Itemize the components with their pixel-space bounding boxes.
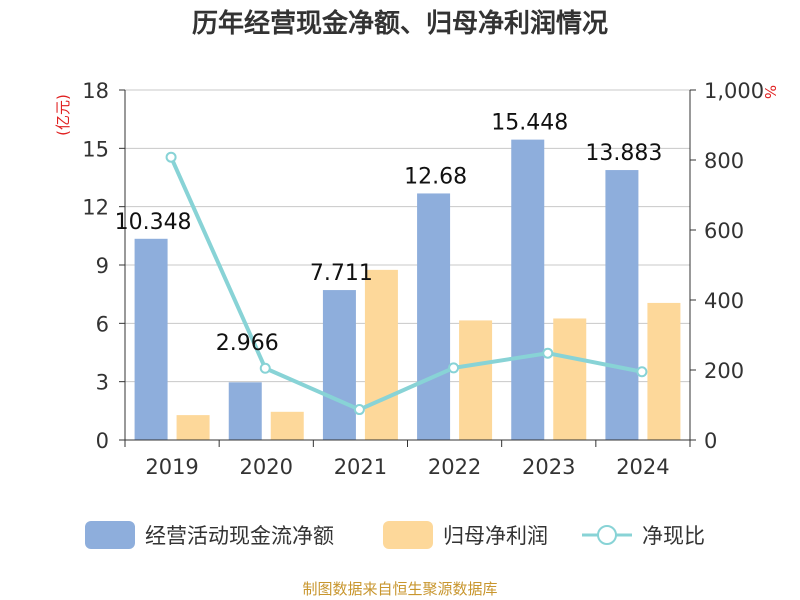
legend-label-profit: 归母净利润 <box>443 524 548 548</box>
legend-marker-ratio <box>597 525 617 545</box>
right-tick-label: 200 <box>704 359 744 383</box>
bar-0-1 <box>228 382 262 440</box>
ratio-point-3 <box>448 362 460 374</box>
data-labels: 10.348 2.966 7.711 12.68 15.448 13.883 <box>115 111 663 356</box>
bar-1-1 <box>270 411 304 440</box>
bar-0-0 <box>134 238 168 440</box>
right-tick-label: 600 <box>704 219 744 243</box>
left-tick-label: 6 <box>96 312 109 336</box>
bar-0-3 <box>417 193 451 440</box>
left-tick-label: 18 <box>82 79 109 103</box>
left-axis-unit: (亿元) <box>54 94 72 136</box>
chart-title: 历年经营现金净额、归母净利润情况 <box>192 8 608 39</box>
right-tick-label: 400 <box>704 289 744 313</box>
x-tick-label: 2019 <box>145 455 198 479</box>
bar-1-5 <box>647 302 681 440</box>
right-tick-label: 800 <box>704 149 744 173</box>
bar-0-5 <box>605 170 639 440</box>
legend-swatch-profit <box>383 521 433 549</box>
right-axis-unit: % <box>761 85 779 99</box>
bar-0-2 <box>322 290 356 440</box>
x-tick-label: 2020 <box>240 455 293 479</box>
x-tick-label: 2021 <box>334 455 387 479</box>
bar-1-2 <box>364 269 398 440</box>
source-note: 制图数据来自恒生聚源数据库 <box>302 580 497 598</box>
left-tick-label: 0 <box>96 429 109 453</box>
bar-value-label: 12.68 <box>404 164 467 189</box>
bar-value-label: 13.883 <box>585 141 662 166</box>
legend-swatch-cashflow <box>85 521 135 549</box>
left-tick-label: 3 <box>96 371 109 395</box>
bar-value-label: 10.348 <box>115 210 192 235</box>
ratio-point-1 <box>259 362 271 374</box>
bar-0-4 <box>511 139 545 440</box>
left-tick-label: 15 <box>82 137 109 161</box>
x-tick-label: 2023 <box>522 455 575 479</box>
bar-value-label: 15.448 <box>491 111 568 136</box>
legend-label-cashflow: 经营活动现金流净额 <box>145 524 334 548</box>
legend-label-ratio: 净现比 <box>642 524 705 548</box>
ratio-line <box>165 151 648 416</box>
gridlines <box>125 89 690 383</box>
bar-value-label: 2.966 <box>216 331 279 356</box>
ratio-point-5 <box>636 366 648 378</box>
right-tick-label: 1,000 <box>704 79 764 103</box>
bar-1-4 <box>553 318 587 440</box>
bars <box>134 139 681 440</box>
x-tick-label: 2024 <box>616 455 669 479</box>
ratio-point-2 <box>353 404 365 416</box>
x-tick-label: 2022 <box>428 455 481 479</box>
axes: 0 3 6 9 12 15 18 0 200 400 600 800 1,000 2019 2020 2021… <box>82 79 764 479</box>
bar-1-3 <box>459 320 493 440</box>
left-tick-label: 9 <box>96 254 109 278</box>
left-tick-label: 12 <box>82 196 109 220</box>
legend: 经营活动现金流净额 归母净利润 净现比 <box>85 521 705 549</box>
bar-1-0 <box>176 415 210 440</box>
ratio-point-0 <box>165 151 177 163</box>
ratio-line-path <box>169 156 643 412</box>
ratio-point-4 <box>542 347 554 359</box>
bar-value-label: 7.711 <box>310 261 373 286</box>
right-tick-label: 0 <box>704 429 717 453</box>
